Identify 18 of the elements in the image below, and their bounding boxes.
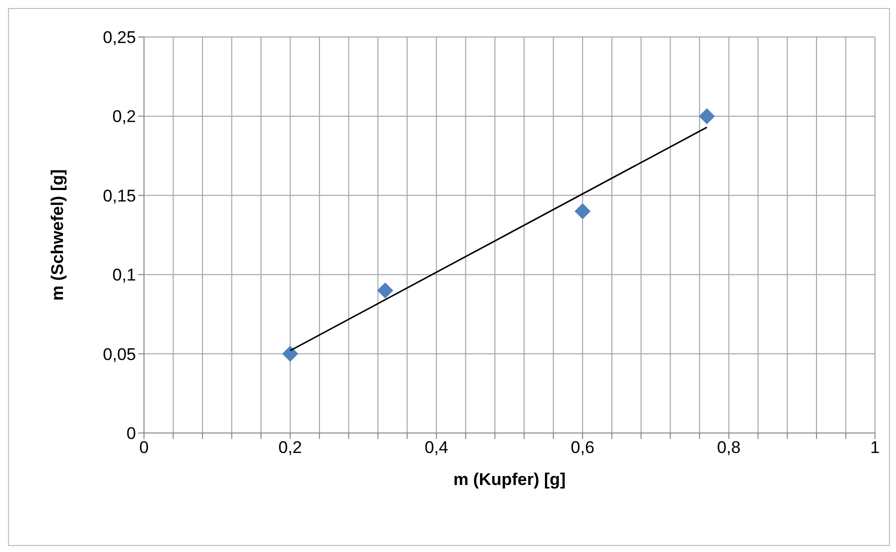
y-tick-label: 0,05 [102, 344, 136, 364]
y-axis-title: m (Schwefel) [g] [48, 169, 68, 301]
y-tick-label: 0,1 [112, 266, 136, 285]
x-tick-label: 1 [870, 438, 880, 458]
point [574, 203, 591, 220]
y-tick-label: 0,2 [112, 107, 136, 126]
point [377, 282, 394, 298]
x-tick-label: 0,8 [716, 438, 741, 458]
point [698, 108, 715, 124]
x-tick-label: 0,2 [278, 438, 302, 458]
x-axis-title: m (Kupfer) [g] [453, 470, 566, 489]
y-tick-label: 0 [126, 424, 136, 444]
x-tick-label: 0,6 [570, 438, 594, 458]
x-tick-label: 0,4 [424, 438, 448, 458]
y-tick-label: 0,25 [102, 28, 136, 48]
point [282, 346, 298, 362]
y-tick-label: 0,15 [102, 186, 136, 206]
x-tick-label: 0 [139, 438, 149, 458]
